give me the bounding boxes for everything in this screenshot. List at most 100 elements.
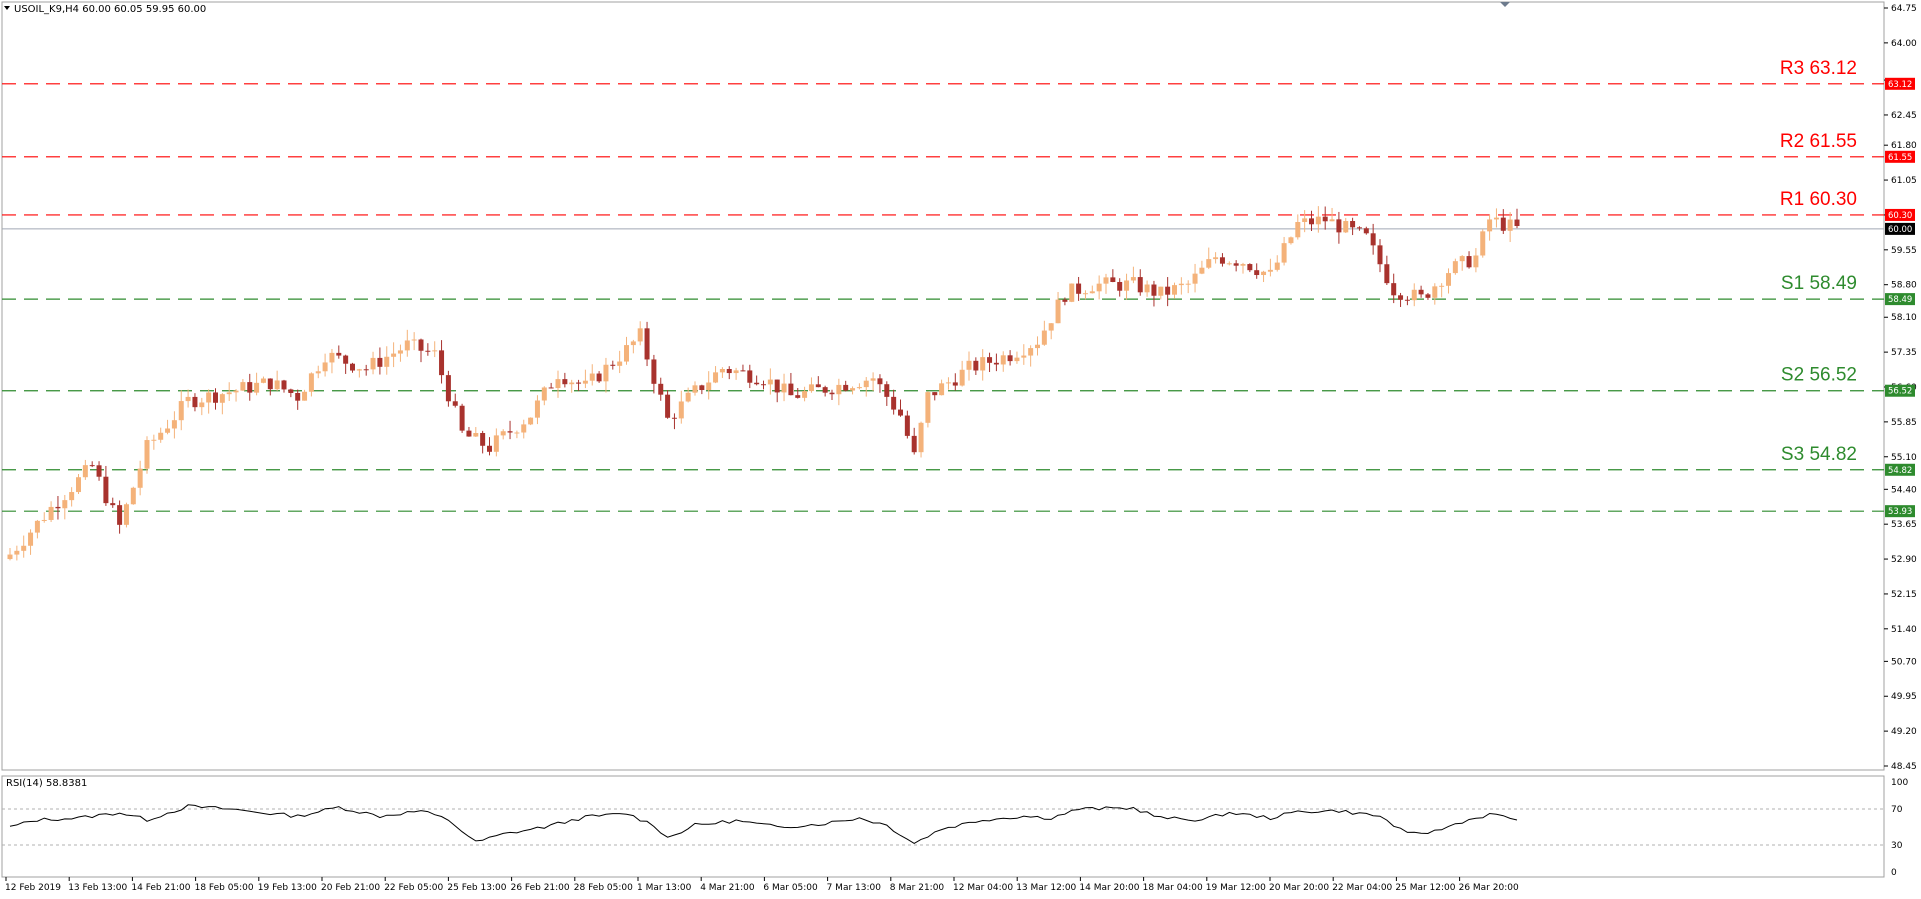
level-tag-text: 54.82 <box>1888 466 1912 476</box>
level-tag-text: 63.12 <box>1888 80 1912 90</box>
candle-body <box>28 532 34 546</box>
candle-body <box>1322 216 1328 222</box>
candle-body <box>740 370 746 372</box>
candle-body <box>370 357 376 370</box>
candle-body <box>21 545 27 551</box>
level-tag <box>1885 293 1915 306</box>
candle-body <box>1404 299 1410 301</box>
candle-body <box>1411 289 1417 301</box>
scroll-marker-icon[interactable] <box>1500 2 1510 7</box>
candle-body <box>651 359 657 384</box>
candle-body <box>1309 218 1314 225</box>
candle-body <box>363 369 369 371</box>
candle-body <box>733 370 739 374</box>
candle-body <box>1302 218 1308 223</box>
candle-body <box>254 382 260 393</box>
candle-body <box>678 401 684 419</box>
candle-body <box>1103 277 1109 284</box>
candle-body <box>1343 221 1349 233</box>
candle-body <box>281 380 287 390</box>
candle-body <box>1507 219 1513 231</box>
candle-body <box>904 415 910 436</box>
candle-body <box>439 350 445 376</box>
candle-body <box>726 369 732 374</box>
price-tick-label: 62.45 <box>1891 111 1917 121</box>
candle-body <box>350 363 355 371</box>
candle-body <box>630 341 636 346</box>
candle-body <box>329 352 335 363</box>
candle-body <box>1178 283 1184 286</box>
candle-body <box>774 379 780 393</box>
candle-body <box>939 383 945 396</box>
candle-body <box>418 339 424 351</box>
candle-body <box>1158 286 1164 296</box>
candle-body <box>404 340 410 351</box>
candle-body <box>843 384 849 391</box>
candle-body <box>130 487 136 505</box>
candle-body <box>706 382 712 391</box>
candle-body <box>1041 330 1047 345</box>
candle-body <box>1261 271 1267 276</box>
candle-body <box>870 378 876 381</box>
time-tick-label: 12 Feb 2019 <box>5 883 61 893</box>
candle-body <box>1240 264 1246 266</box>
candle-body <box>898 409 903 416</box>
candle-body <box>514 432 520 434</box>
candle-body <box>473 432 479 437</box>
time-tick-label: 26 Feb 21:00 <box>511 883 570 893</box>
candle-body <box>795 395 801 398</box>
time-tick-label: 13 Mar 12:00 <box>1016 883 1076 893</box>
candle-body <box>815 384 821 388</box>
candle-body <box>829 392 835 395</box>
candle-body <box>952 382 958 386</box>
candle-body <box>240 382 246 391</box>
candle-body <box>103 476 109 504</box>
candle-body <box>1185 283 1191 285</box>
candle-body <box>295 393 301 401</box>
candle-body <box>863 380 869 388</box>
candle-body <box>1137 277 1143 293</box>
candle-body <box>569 382 575 385</box>
candle-body <box>322 362 328 372</box>
rsi-tick-label: 100 <box>1891 778 1908 788</box>
price-tick-label: 48.45 <box>1891 762 1917 772</box>
candle-body <box>1130 277 1136 281</box>
candle-body <box>1377 245 1383 265</box>
candle-body <box>856 387 862 389</box>
price-tick-label: 50.70 <box>1891 657 1917 667</box>
candle-body <box>48 506 54 520</box>
candle-body <box>62 500 68 509</box>
candle-body <box>966 360 972 370</box>
candle-body <box>1089 291 1095 294</box>
chart-menu-arrow-icon[interactable] <box>4 6 10 10</box>
candle-body <box>980 357 986 371</box>
candle-body <box>1452 261 1458 274</box>
candle-body <box>14 550 20 555</box>
candle-body <box>685 392 691 402</box>
candle-body <box>1021 355 1027 358</box>
candle-body <box>589 373 595 381</box>
support-resistance-levels: 63.12 R3 63.12 61.55 R2 61.55 60.30 R1 60.30 5… <box>2 58 1915 518</box>
candle-body <box>260 378 266 383</box>
candle-body <box>1165 286 1171 295</box>
candle-body <box>802 391 808 398</box>
candle-body <box>233 390 239 393</box>
candle-body <box>1172 285 1177 295</box>
time-tick-label: 26 Mar 20:00 <box>1459 883 1519 893</box>
level-label-R1: R1 60.30 <box>1780 189 1857 210</box>
candle-body <box>55 506 61 509</box>
candle-body <box>123 504 129 525</box>
price-tick-label: 61.80 <box>1891 141 1917 151</box>
candle-body <box>884 384 890 397</box>
candle-body <box>1144 284 1150 293</box>
time-tick-label: 6 Mar 05:00 <box>763 883 818 893</box>
candle-body <box>1117 281 1123 291</box>
candle-body <box>1356 227 1362 229</box>
time-tick-label: 25 Feb 13:00 <box>447 883 506 893</box>
candle-body <box>1384 264 1390 284</box>
level-tag-text: 58.49 <box>1888 295 1912 305</box>
candle-body <box>1363 228 1369 234</box>
candle-body <box>480 432 486 446</box>
candle-body <box>302 391 308 401</box>
candle-body <box>117 505 123 525</box>
